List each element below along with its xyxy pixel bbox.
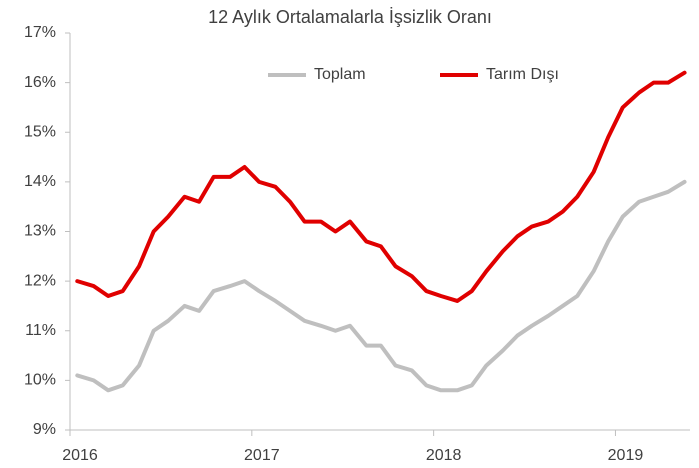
x-tick-label: 2017 <box>244 447 280 464</box>
y-tick-label: 9% <box>33 421 56 438</box>
y-tick-label: 12% <box>24 272 56 289</box>
y-tick-label: 16% <box>24 74 56 91</box>
y-tick-label: 17% <box>24 24 56 41</box>
line-series <box>75 70 687 303</box>
line-series <box>75 179 687 393</box>
y-tick-label: 15% <box>24 123 56 140</box>
x-tick-label: 2016 <box>62 447 98 464</box>
y-tick-label: 11% <box>25 322 56 339</box>
x-tick-label: 2019 <box>608 447 644 464</box>
y-tick-label: 14% <box>24 173 56 190</box>
chart-title: 12 Aylık Ortalamalarla İşsizlik Oranı <box>208 7 492 27</box>
legend-label: Toplam <box>314 66 366 83</box>
y-tick-label: 10% <box>24 372 56 389</box>
x-tick-label: 2018 <box>426 447 462 464</box>
legend-label: Tarım Dışı <box>486 66 559 83</box>
y-tick-label: 13% <box>24 223 56 240</box>
